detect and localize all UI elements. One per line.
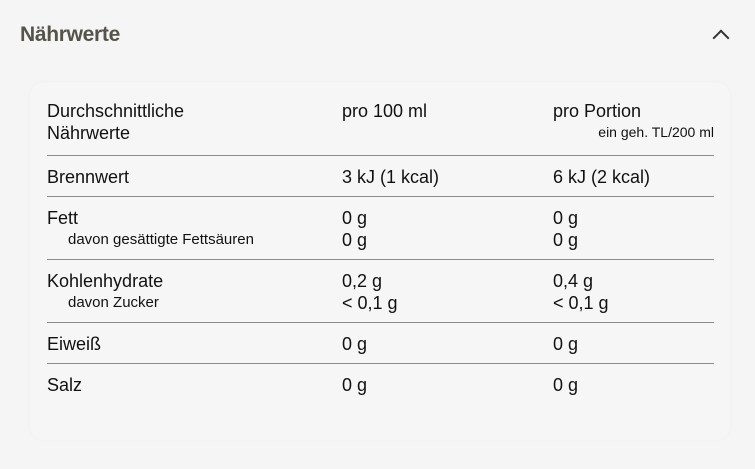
header-per-portion: pro Portion ein geh. TL/200 ml <box>553 100 714 144</box>
value-per-100ml: 0,2 g <box>342 271 383 291</box>
table-row: Eiweiß 0 g 0 g <box>47 323 714 364</box>
row-label: Eiweiß <box>47 334 102 354</box>
table-header: Durchschnittliche Nährwerte pro 100 ml pr… <box>47 100 714 156</box>
header-per-100ml: pro 100 ml <box>342 101 428 121</box>
sub-value-per-portion: 0 g <box>553 230 579 250</box>
sub-row-label: davon gesättigte Fettsäuren <box>68 231 254 248</box>
value-per-portion: 0 g <box>553 375 579 395</box>
table-row: Salz 0 g 0 g <box>47 364 714 404</box>
value-per-portion: 0 g <box>553 208 579 228</box>
row-label: Brennwert <box>47 167 130 187</box>
value-per-portion: 0 g <box>553 334 579 354</box>
value-per-100ml: 0 g <box>342 334 368 354</box>
row-label: Fett <box>47 208 79 228</box>
nutrition-section-toggle[interactable]: Nährwerte <box>20 18 735 52</box>
nutrition-card: Durchschnittliche Nährwerte pro 100 ml pr… <box>30 82 730 440</box>
header-per-portion-label: pro Portion <box>553 101 642 121</box>
value-per-portion: 6 kJ (2 kcal) <box>553 167 651 187</box>
sub-row-label: davon Zucker <box>68 294 159 311</box>
value-per-100ml: 0 g <box>342 208 368 228</box>
sub-value-per-100ml: 0 g <box>342 230 368 250</box>
nutrition-table: Durchschnittliche Nährwerte pro 100 ml pr… <box>47 100 714 404</box>
portion-note: ein geh. TL/200 ml <box>598 124 714 140</box>
header-label-line1: Durchschnittliche <box>47 101 185 121</box>
value-per-100ml: 0 g <box>342 375 368 395</box>
row-label: Kohlenhydrate <box>47 271 164 291</box>
row-label: Salz <box>47 375 83 395</box>
header-label: Durchschnittliche Nährwerte <box>47 100 342 144</box>
sub-value-per-portion: < 0,1 g <box>553 293 609 313</box>
chevron-up-icon[interactable] <box>712 29 730 47</box>
header-label-line2: Nährwerte <box>47 123 131 143</box>
table-row: Brennwert 3 kJ (1 kcal) 6 kJ (2 kcal) <box>47 156 714 197</box>
section-title: Nährwerte <box>20 23 121 46</box>
sub-value-per-100ml: < 0,1 g <box>342 293 398 313</box>
value-per-portion: 0,4 g <box>553 271 594 291</box>
table-row: Kohlenhydrate davon Zucker 0,2 g < 0,1 g 0… <box>47 260 714 323</box>
value-per-100ml: 3 kJ (1 kcal) <box>342 167 440 187</box>
